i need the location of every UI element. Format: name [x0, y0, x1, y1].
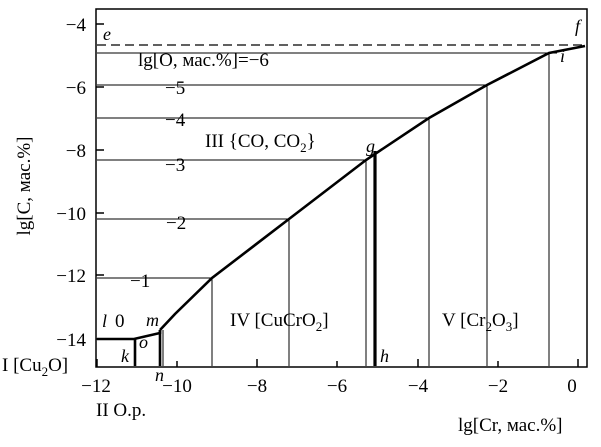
y-tick-labels: −4 −6 −8 −10 −12 −14 [56, 15, 86, 351]
point-label-l: l [102, 311, 107, 331]
x-tick-label: −12 [81, 376, 111, 397]
x-axis-title: lg[Cr, мас.%] [458, 415, 563, 436]
region-label-III: III {CO, CO2} [205, 131, 316, 155]
x-tick-label: −4 [408, 376, 429, 397]
x-tick-label: −2 [488, 376, 508, 397]
region-label-I: I [Cu2O] [2, 355, 68, 379]
point-label-h: h [380, 346, 389, 366]
y-tick-label: −12 [56, 266, 86, 287]
isolines-horizontal [97, 52, 557, 279]
point-label-k: k [121, 346, 130, 366]
region-label-II: II О.р. [96, 400, 146, 421]
y-tick-label: −4 [66, 15, 87, 36]
isoline-label-minus1: −1 [130, 271, 150, 292]
x-axis-ticks [96, 359, 579, 367]
point-label-i: i [560, 46, 565, 66]
boundary-line-lm [97, 330, 162, 341]
x-tick-label: −6 [327, 376, 347, 397]
point-label-n: n [155, 365, 164, 385]
point-label-o: o [139, 332, 148, 352]
plot-frame [95, 8, 588, 368]
boundary-curve-mi [159, 44, 586, 331]
y-tick-label: −6 [66, 78, 86, 99]
point-label-g: g [366, 136, 375, 156]
isolines-vertical [162, 53, 550, 366]
y-axis-title: lg[C, мас.%] [14, 137, 35, 236]
x-tick-label: −10 [162, 376, 192, 397]
region-label-IV: IV [CuCrO2] [230, 310, 329, 334]
isoline-label-minus5: −5 [165, 78, 185, 99]
point-label-m: m [146, 310, 159, 330]
y-tick-label: −14 [56, 330, 86, 351]
x-tick-label: 0 [567, 376, 577, 397]
point-label-e: e [103, 24, 111, 44]
isoline-label-minus4: −4 [165, 110, 186, 131]
y-axis-ticks [96, 23, 104, 340]
region-label-V: V [Cr2O3] [442, 310, 519, 334]
isoline-label-zero: 0 [115, 311, 125, 332]
point-label-f: f [575, 16, 583, 36]
y-tick-label: −10 [56, 204, 86, 225]
x-tick-labels: −12 −10 −8 −6 −4 −2 0 [81, 376, 577, 397]
isoline-title: lg[O, мас.%]=−6 [138, 50, 269, 71]
y-tick-label: −8 [66, 141, 86, 162]
isoline-label-minus3: −3 [165, 155, 185, 176]
x-tick-label: −8 [247, 376, 267, 397]
isoline-label-minus2: −2 [166, 213, 186, 234]
